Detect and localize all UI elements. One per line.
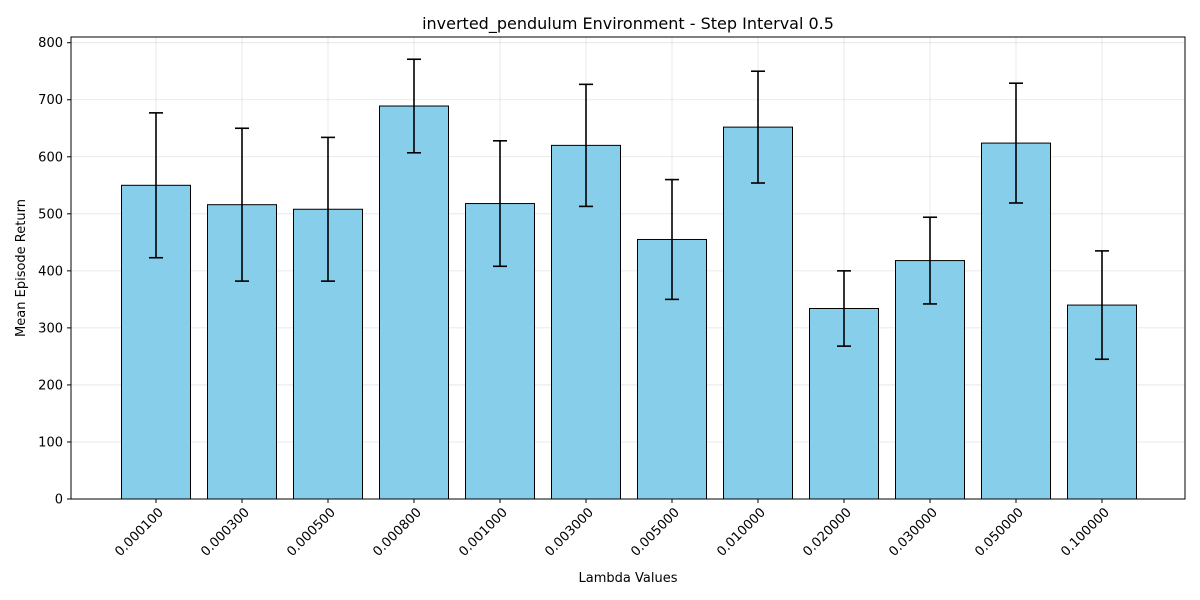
x-axis-ticks: 0.000100 0.000300 0.000500 0.000800 0.001000…: [112, 499, 1113, 560]
y-tick-label: 700: [38, 93, 63, 108]
x-tick-label: 0.100000: [1058, 505, 1112, 559]
x-tick-label: 0.005000: [628, 505, 682, 559]
x-tick-label: 0.000800: [370, 505, 424, 559]
chart-title: inverted_pendulum Environment - Step Int…: [422, 14, 834, 34]
bar: [121, 184, 191, 500]
y-tick-label: 400: [38, 264, 63, 279]
y-axis-ticks: 0 100 200 300 400 500 600 700 800: [38, 36, 71, 508]
x-tick-label: 0.000500: [284, 505, 338, 559]
bars: [121, 105, 1137, 500]
y-tick-label: 500: [38, 207, 63, 222]
y-tick-label: 800: [38, 36, 63, 51]
x-tick-label: 0.000100: [112, 505, 166, 559]
x-tick-label: 0.000300: [198, 505, 252, 559]
x-tick-label: 0.003000: [542, 505, 596, 559]
plot-frame: [70, 36, 1186, 500]
x-tick-label: 0.050000: [972, 505, 1026, 559]
y-axis-label: Mean Episode Return: [14, 199, 29, 337]
error-bars: [149, 58, 1109, 361]
y-tick-label: 300: [38, 321, 63, 336]
x-tick-label: 0.020000: [800, 505, 854, 559]
bar: [379, 105, 449, 500]
x-tick-label: 0.030000: [886, 505, 940, 559]
y-tick-label: 200: [38, 378, 63, 393]
y-tick-label: 100: [38, 435, 63, 450]
x-axis-label: Lambda Values: [579, 571, 678, 586]
y-tick-label: 600: [38, 150, 63, 165]
y-tick-label: 0: [55, 493, 63, 508]
bar: [723, 126, 793, 500]
x-tick-label: 0.001000: [456, 505, 510, 559]
x-tick-label: 0.010000: [714, 505, 768, 559]
